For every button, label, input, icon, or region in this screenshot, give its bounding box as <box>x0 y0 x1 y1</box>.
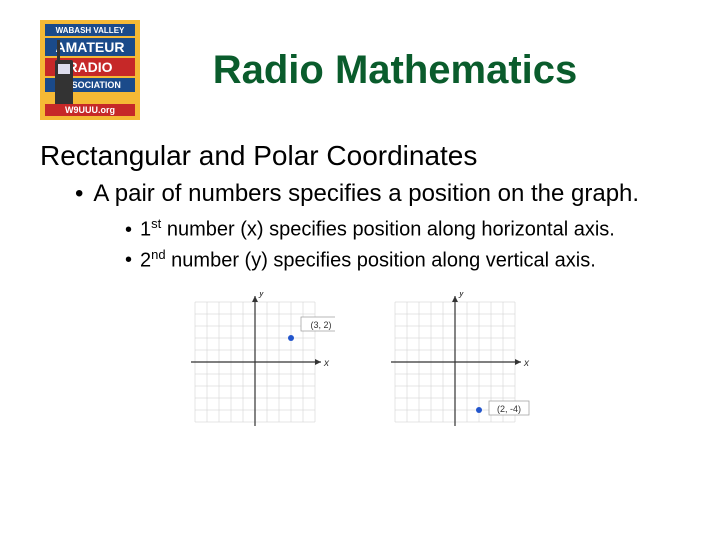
logo-callsign: W9UUU.org <box>65 105 115 115</box>
bullet1-text: A pair of numbers specifies a position o… <box>93 180 639 207</box>
coord-graph-2: x y (2, -4) <box>385 292 535 432</box>
bullet2a-post: number (x) specifies position along hori… <box>161 219 615 241</box>
logo: WABASH VALLEY AMATEUR RADIO ASSOCIATION … <box>40 20 140 120</box>
bullet-dot: • <box>125 249 132 271</box>
coord-graph-1: x y (3, 2) <box>185 292 335 432</box>
bullet-level2-b: • 2nd number (y) specifies position along… <box>125 247 680 273</box>
bullet2a-pre: 1 <box>140 219 151 241</box>
slide: WABASH VALLEY AMATEUR RADIO ASSOCIATION … <box>0 0 720 540</box>
logo-banner3: RADIO <box>67 59 112 75</box>
svg-text:y: y <box>258 292 265 299</box>
subtitle: Rectangular and Polar Coordinates <box>40 140 680 172</box>
logo-banner1: WABASH VALLEY <box>56 26 125 35</box>
bullet-level2-a: • 1st number (x) specifies position along… <box>125 216 680 242</box>
svg-text:x: x <box>523 358 530 369</box>
svg-text:y: y <box>458 292 465 299</box>
graphs-container: x y (3, 2) x y (2, -4) <box>40 292 680 437</box>
bullet-dot: • <box>75 180 83 207</box>
bullet-dot: • <box>125 219 132 241</box>
logo-banner2: AMATEUR <box>56 39 125 55</box>
svg-text:(2, -4): (2, -4) <box>497 404 521 414</box>
bullet-level1: • A pair of numbers specifies a position … <box>75 180 680 208</box>
graph-1: x y (3, 2) <box>185 292 335 437</box>
bullet2b-pre: 2 <box>140 249 151 271</box>
svg-text:x: x <box>323 358 330 369</box>
bullet2b-sup: nd <box>151 247 165 262</box>
page-title: Radio Mathematics <box>160 48 680 93</box>
graph-2: x y (2, -4) <box>385 292 535 437</box>
header: WABASH VALLEY AMATEUR RADIO ASSOCIATION … <box>40 20 680 120</box>
svg-text:(3, 2): (3, 2) <box>310 320 331 330</box>
bullet2a-sup: st <box>151 216 161 231</box>
bullet2b-post: number (y) specifies position along vert… <box>166 249 596 271</box>
